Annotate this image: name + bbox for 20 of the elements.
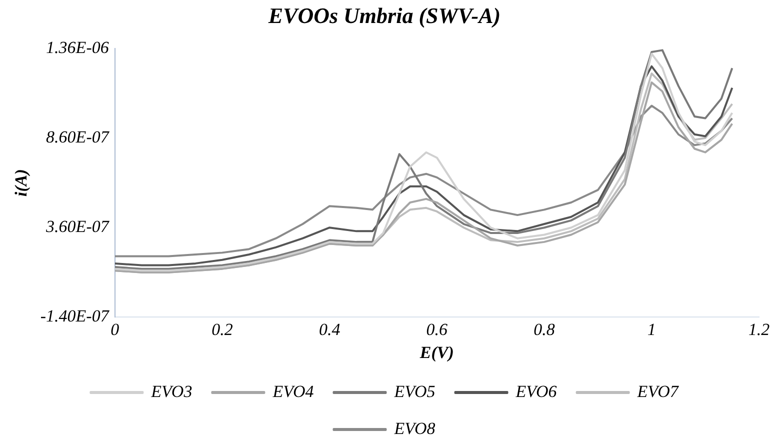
legend-label: EVO7: [636, 382, 680, 401]
x-tick-label: 1.2: [748, 320, 770, 339]
legend-label: EVO3: [150, 382, 192, 401]
x-tick-label: 0: [110, 320, 120, 339]
x-tick-label: 0.4: [318, 320, 341, 339]
y-tick-label: -1.40E-07: [40, 306, 110, 326]
chart-title: EVOOs Umbria (SWV-A): [267, 2, 501, 28]
y-tick-label: 3.60E-07: [45, 217, 110, 236]
legend-label: EVO5: [393, 382, 436, 401]
x-axis-title: E(V): [418, 343, 454, 362]
x-tick-label: 0.2: [212, 320, 234, 339]
legend-label: EVO8: [393, 418, 436, 438]
legend-label: EVO6: [514, 382, 558, 401]
x-tick-label: 0.6: [426, 320, 448, 339]
legend-label: EVO4: [272, 382, 314, 401]
y-tick-label: 1.36E-06: [46, 38, 110, 57]
y-tick-label: 8.60E-07: [46, 127, 110, 146]
x-tick-label: 0.8: [534, 320, 556, 339]
y-axis-title: i(A): [12, 169, 31, 196]
x-tick-label: 1: [647, 320, 656, 339]
